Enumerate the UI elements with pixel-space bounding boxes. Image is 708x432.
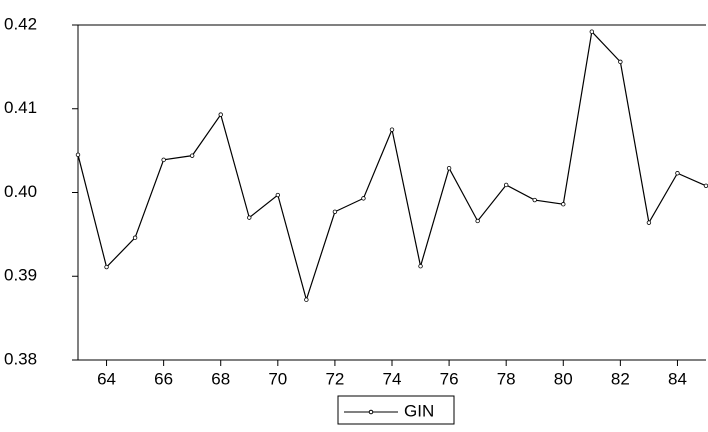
point — [646, 220, 652, 225]
point — [332, 209, 338, 214]
x-tick-label: 72 — [325, 369, 344, 388]
point — [161, 157, 166, 163]
point — [418, 264, 423, 269]
y-tick-label: 0.39 — [4, 266, 37, 285]
point — [532, 197, 537, 203]
legend-label: GIN — [404, 401, 434, 420]
point — [446, 166, 452, 171]
point — [703, 183, 708, 188]
x-tick-label: 66 — [154, 369, 173, 388]
point — [361, 196, 366, 201]
point — [618, 59, 623, 65]
point — [189, 153, 195, 158]
y-tick-label: 0.38 — [4, 349, 37, 368]
point — [275, 192, 281, 198]
point — [304, 297, 309, 302]
x-tick-label: 82 — [611, 369, 630, 388]
point — [218, 112, 223, 117]
y-tick-label: 0.42 — [4, 14, 37, 33]
y-tick-label: 0.40 — [4, 182, 37, 201]
point — [503, 182, 509, 188]
point — [589, 29, 595, 34]
x-tick-label: 68 — [211, 369, 230, 388]
point — [475, 218, 480, 224]
legend-marker — [368, 409, 374, 415]
x-tick-label: 70 — [268, 369, 287, 388]
point — [75, 152, 81, 158]
x-tick-label: 80 — [554, 369, 573, 388]
series-line — [77, 30, 707, 302]
x-tick-label: 84 — [668, 369, 687, 388]
x-tick-label: 78 — [497, 369, 516, 388]
point — [561, 202, 566, 207]
point — [675, 171, 680, 176]
point — [104, 264, 109, 270]
point — [389, 127, 395, 132]
x-tick-label: 64 — [97, 369, 116, 388]
legend-box — [337, 395, 455, 425]
point — [247, 215, 252, 220]
x-tick-label: 76 — [440, 369, 459, 388]
y-tick-label: 0.41 — [4, 98, 37, 117]
x-tick-label: 74 — [383, 369, 402, 388]
point — [132, 235, 138, 240]
